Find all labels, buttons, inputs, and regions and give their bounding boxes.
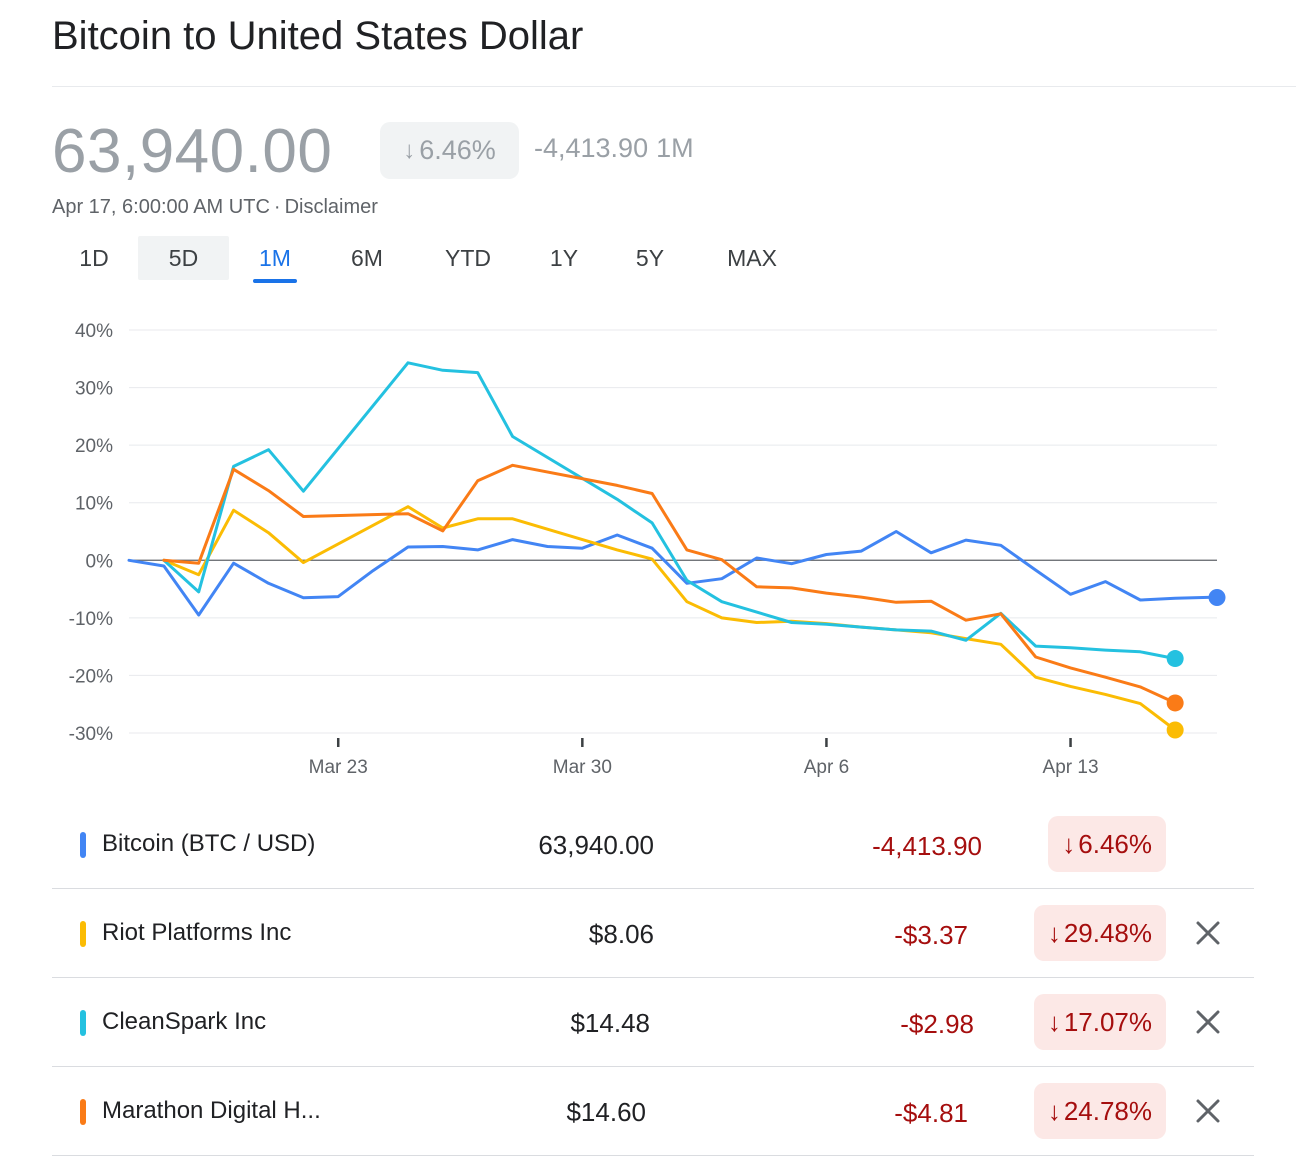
legend-change-percent: 17.07% — [1063, 1007, 1152, 1037]
change-percent-badge: ↓ 6.46% — [380, 122, 519, 179]
x-tick-label: Mar 30 — [553, 757, 612, 778]
legend-change: -4,413.90 — [872, 831, 982, 861]
tab-5y[interactable]: 5Y — [635, 245, 665, 271]
legend-price: 63,940.00 — [538, 830, 654, 860]
tab-1d[interactable]: 1D — [79, 245, 109, 271]
series-endpoint-riot — [1166, 721, 1184, 739]
tab-ytd[interactable]: YTD — [445, 245, 491, 271]
current-price: 63,940.00 — [52, 117, 333, 186]
series-color-swatch — [80, 832, 86, 858]
legend-change-percent-badge: ↓ 17.07% — [1033, 994, 1166, 1050]
comparison-legend: Bitcoin (BTC / USD) 63,940.00 -4,413.90 … — [52, 800, 1254, 1156]
legend-price: $8.06 — [588, 919, 654, 949]
arrow-down-icon: ↓ — [1047, 1007, 1061, 1037]
remove-comparison-close-icon[interactable] — [1192, 1095, 1224, 1127]
legend-name: Riot Platforms Inc — [102, 919, 292, 946]
y-tick-label: 20% — [75, 436, 113, 457]
comparison-chart[interactable]: 40% 30% 20% 10% 0% -10% -20% -30% Mar 23 Mar 30 Ap… — [0, 310, 1296, 790]
y-tick-label: -20% — [69, 666, 113, 687]
legend-row-cleanspark[interactable]: CleanSpark Inc $14.48 -$2.98 ↓ 17.07% — [52, 978, 1254, 1067]
y-tick-label: -30% — [69, 724, 113, 745]
arrow-down-icon: ↓ — [1047, 918, 1061, 948]
tab-1y[interactable]: 1Y — [549, 245, 579, 271]
legend-change-percent-badge: ↓ 6.46% — [1048, 816, 1166, 872]
legend-row-marathon[interactable]: Marathon Digital H... $14.60 -$4.81 ↓ 24.… — [52, 1067, 1254, 1156]
series-line-riot — [162, 505, 1177, 732]
page-title: Bitcoin to United States Dollar — [52, 14, 584, 58]
change-absolute: -4,413.90 1M — [534, 133, 694, 164]
series-color-swatch — [80, 921, 86, 947]
legend-change: -$3.37 — [894, 920, 968, 950]
tab-5d[interactable]: 5D — [138, 236, 229, 280]
x-tick-label: Mar 23 — [309, 757, 368, 778]
legend-change-percent: 6.46% — [1078, 829, 1152, 859]
y-tick-label: 10% — [75, 494, 113, 515]
legend-name: Bitcoin (BTC / USD) — [102, 830, 316, 857]
x-tick-label: Apr 13 — [1043, 757, 1099, 778]
series-line-marathon — [162, 463, 1177, 705]
legend-price: $14.48 — [570, 1008, 650, 1038]
legend-change: -$4.81 — [894, 1098, 968, 1128]
arrow-down-icon: ↓ — [1047, 1096, 1061, 1126]
series-color-swatch — [80, 1099, 86, 1125]
y-tick-label: -10% — [69, 609, 113, 630]
title-divider — [52, 86, 1296, 87]
tab-1m[interactable]: 1M — [253, 236, 297, 283]
legend-row-bitcoin[interactable]: Bitcoin (BTC / USD) 63,940.00 -4,413.90 … — [52, 800, 1254, 889]
change-percent-value: 6.46% — [419, 135, 496, 165]
timestamp-text: Apr 17, 6:00:00 AM UTC — [52, 196, 270, 218]
series-line-cleanspark — [162, 361, 1177, 661]
x-tick-label: Apr 6 — [804, 757, 849, 778]
series-endpoint-bitcoin — [1208, 588, 1226, 606]
timestamp-separator: · — [273, 196, 281, 218]
tab-6m[interactable]: 6M — [351, 245, 383, 271]
change-period: 1M — [656, 133, 694, 163]
legend-name: Marathon Digital H... — [102, 1097, 321, 1124]
legend-price: $14.60 — [566, 1097, 646, 1127]
y-tick-label: 0% — [86, 551, 114, 572]
y-tick-label: 30% — [75, 379, 113, 400]
series-endpoint-cleanspark — [1166, 650, 1184, 668]
tab-max[interactable]: MAX — [727, 245, 777, 271]
change-absolute-value: -4,413.90 — [534, 133, 649, 163]
series-color-swatch — [80, 1010, 86, 1036]
series-line-bitcoin — [127, 530, 1219, 617]
legend-row-riot[interactable]: Riot Platforms Inc $8.06 -$3.37 ↓ 29.48% — [52, 889, 1254, 978]
remove-comparison-close-icon[interactable] — [1192, 1006, 1224, 1038]
legend-change-percent-badge: ↓ 29.48% — [1033, 905, 1166, 961]
legend-change-percent-badge: ↓ 24.78% — [1033, 1083, 1166, 1139]
legend-change-percent: 24.78% — [1063, 1096, 1152, 1126]
legend-change: -$2.98 — [900, 1009, 974, 1039]
series-endpoint-marathon — [1166, 694, 1184, 712]
legend-change-percent: 29.48% — [1063, 918, 1152, 948]
arrow-down-icon: ↓ — [403, 136, 416, 164]
price-timestamp: Apr 17, 6:00:00 AM UTC · Disclaimer — [52, 196, 378, 219]
y-tick-label: 40% — [75, 321, 113, 342]
arrow-down-icon: ↓ — [1062, 829, 1076, 859]
legend-name: CleanSpark Inc — [102, 1008, 267, 1035]
remove-comparison-close-icon[interactable] — [1192, 917, 1224, 949]
disclaimer-link[interactable]: Disclaimer — [284, 196, 378, 218]
